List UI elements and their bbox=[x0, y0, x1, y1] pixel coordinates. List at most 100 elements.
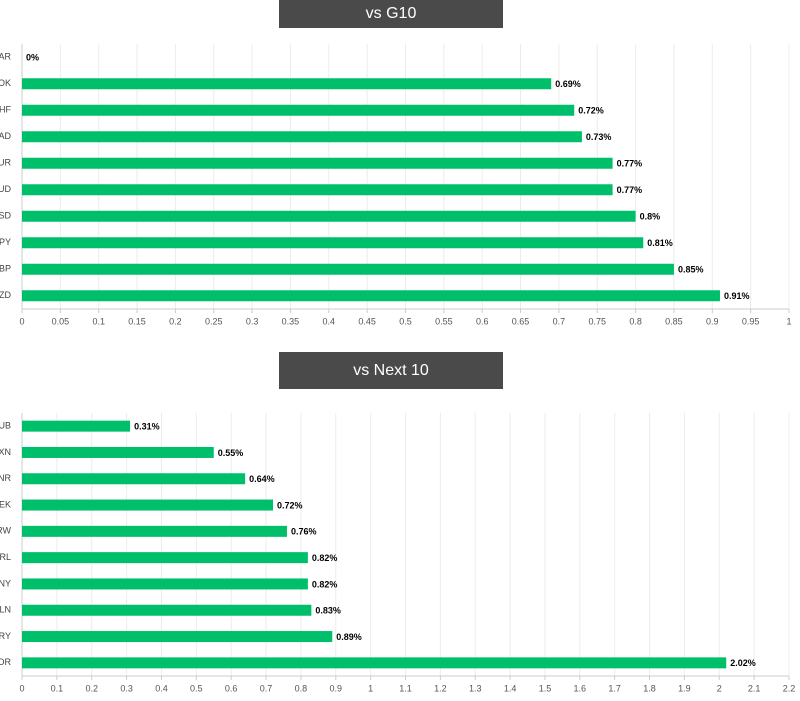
bar bbox=[22, 263, 674, 275]
value-label: 0.64% bbox=[249, 474, 275, 484]
category-label: BRL bbox=[0, 552, 11, 562]
x-tick-label: 0.9 bbox=[330, 683, 343, 693]
x-tick-label: 0.5 bbox=[190, 683, 203, 693]
x-tick-label: 0.8 bbox=[629, 316, 642, 326]
x-tick-label: 0.45 bbox=[358, 316, 376, 326]
x-tick-label: 0 bbox=[19, 316, 24, 326]
x-tick-label: 0.6 bbox=[476, 316, 489, 326]
category-label: UD bbox=[0, 184, 11, 194]
bar bbox=[22, 420, 131, 432]
bar bbox=[22, 131, 582, 143]
x-tick-label: 0.2 bbox=[85, 683, 98, 693]
x-tick-label: 0.65 bbox=[512, 316, 530, 326]
x-tick-label: 1.3 bbox=[469, 683, 482, 693]
x-tick-label: 0.35 bbox=[282, 316, 300, 326]
bar bbox=[22, 210, 636, 222]
category-label: RW bbox=[0, 526, 11, 536]
value-label: 0.72% bbox=[277, 500, 303, 510]
x-tick-label: 1.9 bbox=[678, 683, 691, 693]
x-tick-label: 0.3 bbox=[246, 316, 259, 326]
category-label: PLN bbox=[0, 605, 11, 615]
x-tick-label: 0.4 bbox=[155, 683, 168, 693]
x-tick-label: 0.15 bbox=[128, 316, 146, 326]
x-tick-label: 0.4 bbox=[323, 316, 336, 326]
value-label: 0.76% bbox=[291, 527, 317, 537]
x-tick-label: 2.1 bbox=[748, 683, 761, 693]
category-label: SD bbox=[0, 211, 11, 221]
bar bbox=[22, 78, 552, 90]
chart-title: vs Next 10 bbox=[353, 362, 429, 379]
bar bbox=[22, 657, 727, 669]
x-tick-label: 1.6 bbox=[574, 683, 587, 693]
value-label: 0.77% bbox=[617, 185, 643, 195]
x-tick-label: 0.55 bbox=[435, 316, 453, 326]
bar bbox=[22, 552, 308, 564]
bar bbox=[22, 473, 246, 485]
x-tick-label: 0.5 bbox=[399, 316, 412, 326]
value-label: 0.8% bbox=[640, 212, 661, 222]
value-label: 0.85% bbox=[678, 265, 704, 275]
x-tick-label: 0.25 bbox=[205, 316, 223, 326]
x-tick-label: 0.7 bbox=[260, 683, 273, 693]
category-label: JPY bbox=[0, 237, 11, 247]
value-label: 0.91% bbox=[724, 291, 750, 301]
x-tick-label: 2.2 bbox=[783, 683, 796, 693]
value-label: 0% bbox=[26, 53, 39, 63]
category-label: BP bbox=[0, 264, 11, 274]
value-label: 0.73% bbox=[586, 132, 612, 142]
x-tick-label: 1.1 bbox=[399, 683, 412, 693]
value-label: 0.72% bbox=[578, 106, 604, 116]
bar bbox=[22, 237, 644, 249]
bar bbox=[22, 578, 308, 590]
category-label: OK bbox=[0, 78, 11, 88]
category-label: HF bbox=[0, 105, 11, 115]
bar bbox=[22, 631, 333, 643]
x-tick-label: 0.85 bbox=[665, 316, 683, 326]
x-tick-label: 0.75 bbox=[588, 316, 606, 326]
value-label: 0.82% bbox=[312, 579, 338, 589]
x-tick-label: 1.5 bbox=[539, 683, 552, 693]
value-label: 0.69% bbox=[555, 79, 581, 89]
value-label: 0.31% bbox=[134, 422, 160, 432]
value-label: 2.02% bbox=[730, 658, 756, 668]
category-label: ZD bbox=[0, 290, 11, 300]
x-tick-label: 0.8 bbox=[295, 683, 308, 693]
bar bbox=[22, 604, 312, 616]
x-tick-label: 0.3 bbox=[120, 683, 133, 693]
bar bbox=[22, 525, 287, 537]
category-label: UR bbox=[0, 158, 11, 168]
x-tick-label: 1.7 bbox=[608, 683, 621, 693]
x-tick-label: 1.8 bbox=[643, 683, 656, 693]
bar bbox=[22, 446, 214, 458]
category-label: RY bbox=[0, 631, 11, 641]
x-tick-label: 0.2 bbox=[169, 316, 182, 326]
value-label: 0.82% bbox=[312, 553, 338, 563]
x-tick-label: 0.05 bbox=[52, 316, 70, 326]
value-label: 0.55% bbox=[218, 448, 244, 458]
x-tick-label: 0.1 bbox=[92, 316, 105, 326]
x-tick-label: 0.7 bbox=[553, 316, 566, 326]
category-label: AD bbox=[0, 131, 11, 141]
x-tick-label: 0.1 bbox=[51, 683, 64, 693]
x-tick-label: 1 bbox=[786, 316, 791, 326]
category-label: AR bbox=[0, 52, 11, 62]
x-tick-label: 0 bbox=[19, 683, 24, 693]
value-label: 0.89% bbox=[336, 632, 362, 642]
category-label: NR bbox=[0, 473, 11, 483]
x-tick-label: 1.2 bbox=[434, 683, 447, 693]
x-tick-label: 2 bbox=[717, 683, 722, 693]
value-label: 0.81% bbox=[647, 238, 673, 248]
title-box bbox=[279, 352, 503, 389]
bar bbox=[22, 184, 613, 196]
x-tick-label: 0.6 bbox=[225, 683, 238, 693]
value-label: 0.83% bbox=[315, 606, 341, 616]
chart-title: vs G10 bbox=[366, 5, 417, 22]
category-label: UB bbox=[0, 421, 11, 431]
category-label: XN bbox=[0, 447, 11, 457]
bar bbox=[22, 290, 720, 302]
x-tick-label: 1 bbox=[368, 683, 373, 693]
category-label: NY bbox=[0, 578, 11, 588]
category-label: DR bbox=[0, 657, 11, 667]
x-tick-label: 0.9 bbox=[706, 316, 719, 326]
